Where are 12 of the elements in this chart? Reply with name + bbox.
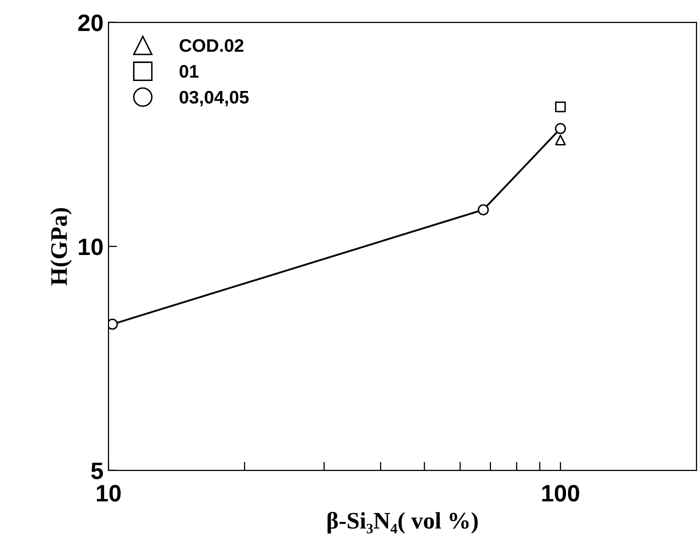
point [555, 134, 566, 146]
point [554, 123, 566, 134]
x-axis-title: β-Si₃N₄( vol %) [328, 512, 478, 534]
legend-label: 01 [180, 64, 198, 78]
x-tick-label: 100 [542, 484, 580, 502]
y-axis-title: H(GPa) [50, 208, 72, 286]
y-tick-label: 10 [78, 238, 103, 256]
point [555, 102, 566, 112]
y-tick-label: 5 [91, 462, 103, 480]
legend-label: 03,04,05 [180, 90, 249, 106]
legend-label: COD.02 [180, 39, 244, 52]
y-tick-label: 20 [78, 14, 103, 32]
